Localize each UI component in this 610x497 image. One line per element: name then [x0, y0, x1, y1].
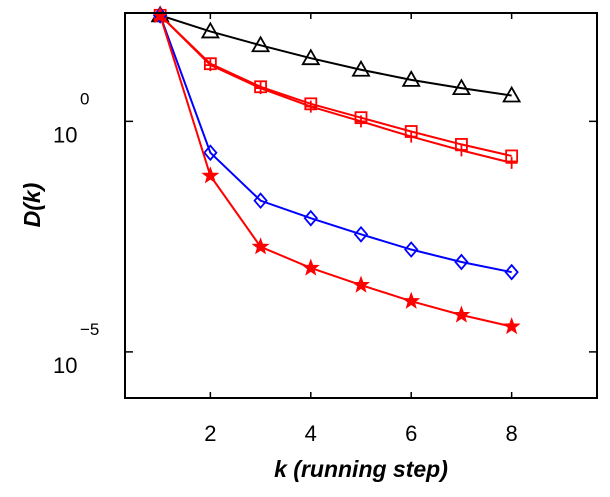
star-marker [402, 291, 421, 309]
x-tick-label: 8 [506, 421, 518, 446]
series-layer [150, 5, 522, 335]
plus-marker [355, 115, 367, 128]
y-tick-label-exponent: 0 [80, 89, 89, 108]
series-diamond [152, 6, 519, 281]
star-marker [452, 305, 471, 323]
triangle-marker [251, 35, 271, 53]
y-tick-label-base: 10 [53, 122, 77, 147]
plus-marker [204, 59, 217, 72]
diamond-marker [253, 192, 268, 210]
diamond-marker [454, 253, 469, 271]
star-marker [201, 166, 220, 184]
x-tick-label: 6 [405, 421, 417, 446]
plus-marker [455, 144, 468, 157]
diamond-marker [353, 225, 369, 243]
plot-frame [124, 12, 598, 399]
series-line-triangle [159, 14, 512, 97]
plus-marker [405, 130, 418, 143]
series-triangle [150, 5, 522, 103]
star-marker [351, 275, 371, 293]
series-square [153, 8, 519, 163]
series-line-plus [159, 14, 512, 164]
diamond-marker [203, 144, 218, 162]
plus-marker [505, 156, 518, 169]
plus-marker [304, 100, 317, 113]
triangle-marker [200, 21, 220, 39]
series-plus [154, 9, 518, 169]
triangle-marker [502, 85, 522, 103]
series-line-square [159, 14, 512, 157]
triangle-marker [301, 48, 321, 66]
triangle-marker [451, 78, 471, 96]
y-tick-label-exponent: −5 [80, 320, 99, 339]
x-tick-label: 2 [204, 421, 216, 446]
star-marker [251, 237, 270, 255]
diamond-marker [303, 209, 318, 227]
triangle-marker [401, 70, 421, 87]
star-marker [301, 258, 320, 276]
series-line-diamond [159, 14, 512, 274]
plus-marker [254, 82, 267, 95]
x-axis-label: k (running step) [274, 456, 448, 482]
series-star [151, 5, 521, 335]
triangle-marker [351, 59, 371, 77]
y-axis-label: D(k) [19, 183, 45, 228]
x-tick-label: 4 [305, 421, 317, 446]
series-line-star [159, 15, 512, 328]
y-tick-label-base: 10 [53, 353, 77, 378]
diamond-marker [504, 263, 519, 281]
star-marker [502, 317, 521, 335]
diamond-marker [404, 241, 419, 258]
